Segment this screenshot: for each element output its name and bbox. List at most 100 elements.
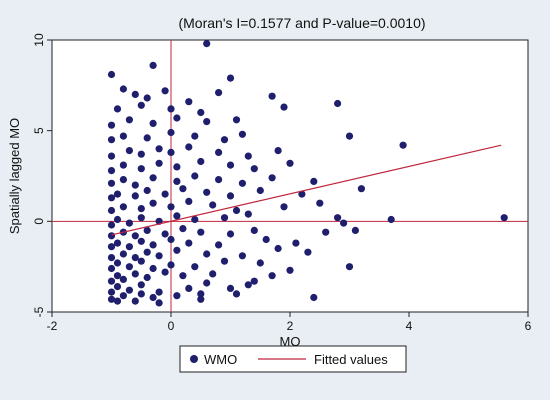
- scatter-point: [107, 206, 116, 215]
- scatter-point: [125, 286, 133, 294]
- scatter-point: [215, 89, 223, 97]
- scatter-point: [107, 243, 116, 251]
- x-tick-label: 0: [168, 319, 175, 333]
- scatter-point: [119, 176, 127, 184]
- scatter-point: [250, 165, 258, 173]
- scatter-point: [137, 101, 145, 109]
- scatter-point: [203, 188, 211, 196]
- scatter-point: [250, 226, 258, 234]
- scatter-point: [155, 159, 163, 167]
- scatter-point: [107, 221, 116, 229]
- chart-title: (Moran's I=0.1577 and P-value=0.0010): [178, 15, 425, 31]
- scatter-point: [274, 147, 282, 155]
- scatter-point: [107, 295, 116, 303]
- scatter-point: [161, 230, 169, 238]
- y-axis-ticks: -5 0 5 10: [32, 33, 52, 317]
- scatter-point: [137, 214, 145, 222]
- scatter-point: [197, 108, 205, 117]
- scatter-point: [262, 235, 270, 244]
- scatter-point: [131, 90, 139, 98]
- scatter-point: [113, 190, 122, 198]
- legend-label-wmo: WMO: [204, 352, 237, 367]
- scatter-point: [304, 248, 312, 256]
- scatter-point: [173, 163, 181, 171]
- scatter-point: [256, 186, 264, 195]
- scatter-point: [345, 263, 354, 271]
- scatter-point: [149, 61, 157, 69]
- scatter-point: [113, 283, 122, 291]
- y-tick-label: -5: [32, 306, 46, 317]
- scatter-point: [215, 241, 223, 249]
- scatter-point: [143, 273, 151, 282]
- scatter-point: [226, 192, 235, 200]
- scatter-point: [107, 179, 116, 187]
- scatter-point: [107, 136, 116, 144]
- scatter-point: [197, 228, 205, 236]
- scatter-point: [351, 226, 359, 234]
- scatter-point: [137, 205, 145, 213]
- scatter-point: [137, 150, 145, 158]
- scatter-point: [137, 257, 145, 265]
- scatter-point: [107, 152, 116, 160]
- scatter-point: [203, 40, 211, 48]
- scatter-point: [107, 264, 116, 273]
- scatter-point: [143, 94, 151, 102]
- y-tick-label: 5: [32, 127, 46, 134]
- scatter-point: [185, 239, 193, 247]
- scatter-point: [173, 212, 181, 220]
- scatter-point: [143, 186, 151, 195]
- scatter-point: [220, 136, 229, 144]
- scatter-point: [119, 203, 127, 211]
- scatter-point: [179, 272, 187, 280]
- scatter-point: [143, 226, 151, 234]
- scatter-point: [185, 98, 193, 106]
- scatter-point: [149, 119, 157, 127]
- scatter-points: [107, 40, 508, 307]
- x-tick-label: 6: [525, 319, 532, 333]
- scatter-point: [292, 239, 300, 247]
- scatter-point: [197, 290, 205, 298]
- scatter-point: [322, 228, 330, 236]
- scatter-point: [137, 290, 145, 298]
- scatter-point: [143, 134, 151, 142]
- scatter-point: [280, 203, 288, 211]
- scatter-point: [185, 284, 193, 292]
- scatter-point: [238, 252, 246, 260]
- scatter-point: [173, 246, 181, 254]
- scatter-point: [256, 259, 264, 267]
- scatter-point: [161, 268, 169, 276]
- scatter-point: [357, 185, 365, 193]
- scatter-point: [107, 288, 116, 296]
- scatter-point: [149, 264, 157, 273]
- y-tick-label: 0: [32, 218, 46, 225]
- scatter-point: [119, 275, 127, 283]
- scatter-point: [286, 159, 294, 167]
- scatter-point: [119, 250, 127, 258]
- scatter-point: [209, 270, 217, 278]
- scatter-point: [345, 132, 354, 140]
- scatter-point: [238, 179, 246, 187]
- x-axis-ticks: -2 0 2 4 6: [47, 312, 532, 333]
- legend-marker-wmo: [190, 355, 198, 363]
- scatter-point: [137, 165, 145, 173]
- scatter-point: [113, 297, 122, 305]
- scatter-point: [274, 244, 282, 253]
- scatter-point: [191, 132, 199, 140]
- scatter-point: [131, 232, 139, 240]
- scatter-point: [191, 215, 199, 224]
- fitted-line-layer: [111, 144, 502, 236]
- scatter-point: [203, 250, 211, 258]
- scatter-point: [226, 230, 235, 238]
- scatter-point: [167, 128, 175, 137]
- scatter-point: [167, 105, 175, 113]
- scatter-point: [161, 87, 169, 95]
- scatter-point: [244, 281, 252, 289]
- scatter-point: [244, 152, 252, 160]
- scatter-point: [185, 143, 193, 151]
- scatter-point: [215, 148, 223, 156]
- scatter-point: [167, 203, 175, 211]
- scatter-point: [131, 254, 139, 262]
- scatter-point: [334, 99, 342, 108]
- scatter-point: [125, 116, 133, 124]
